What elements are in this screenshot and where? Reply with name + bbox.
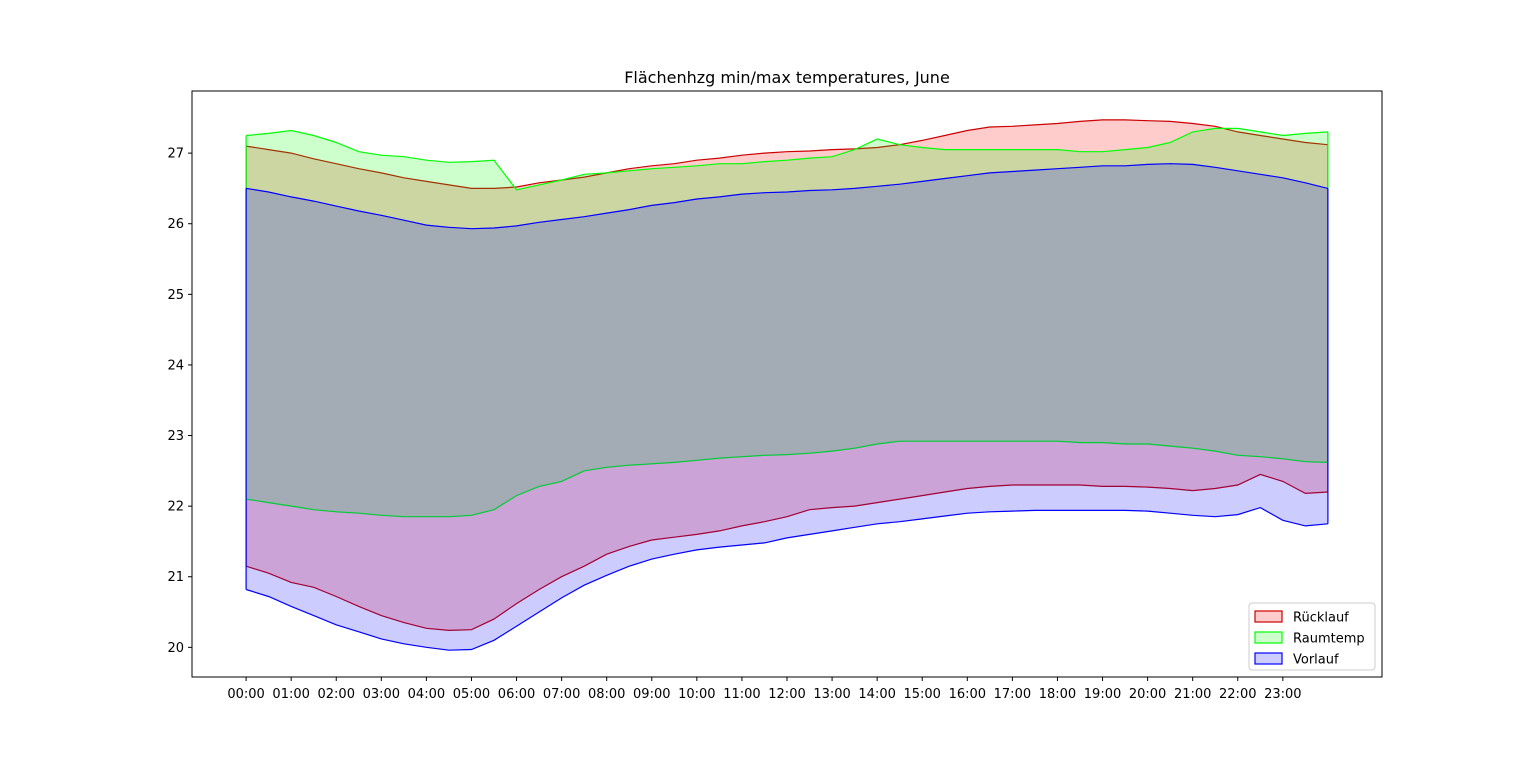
- legend: Rücklauf Raumtemp Vorlauf: [1248, 602, 1376, 671]
- legend-item: Rücklauf: [1254, 610, 1349, 626]
- min-line: [245, 473, 1328, 632]
- y-tick-label: 20: [167, 641, 184, 656]
- x-tick-label: 18:00: [1039, 687, 1076, 702]
- area-fill: [246, 163, 1328, 651]
- x-tick-label: 22:00: [1219, 687, 1256, 702]
- axes: 20 21 22 23 24 25 26 27 00:00 01:00 02:00 03:00 04:0…: [167, 90, 1383, 702]
- series-areas: [245, 119, 1329, 651]
- x-tick-label: 12:00: [768, 687, 805, 702]
- y-tick-label: 25: [167, 288, 184, 303]
- legend-label: Raumtemp: [1293, 632, 1365, 647]
- x-tick-label: 19:00: [1084, 687, 1121, 702]
- x-tick-label: 13:00: [813, 687, 850, 702]
- x-tick-label: 05:00: [453, 687, 490, 702]
- series-vorlauf: [245, 163, 1329, 651]
- x-tick-label: 01:00: [272, 687, 309, 702]
- y-tick-label: 21: [167, 570, 184, 585]
- y-tick-label: 22: [167, 500, 184, 515]
- legend-swatch: [1254, 631, 1283, 644]
- x-tick-label: 06:00: [498, 687, 535, 702]
- y-tick-label: 24: [167, 358, 184, 373]
- min-line: [245, 506, 1328, 651]
- chart-title: Flächenhzg min/max temperatures, June: [624, 68, 950, 87]
- legend-item: Raumtemp: [1254, 631, 1365, 647]
- legend-label: Vorlauf: [1293, 653, 1339, 668]
- x-tick-label: 11:00: [723, 687, 760, 702]
- x-tick-label: 03:00: [363, 687, 400, 702]
- x-tick-label: 02:00: [318, 687, 355, 702]
- x-tick-label: 17:00: [994, 687, 1031, 702]
- legend-swatch-bg: [1255, 611, 1282, 622]
- y-tick-label: 23: [167, 429, 184, 444]
- x-tick-label: 07:00: [543, 687, 580, 702]
- series-rücklauf: [245, 119, 1329, 632]
- y-tick-label: 27: [167, 147, 184, 162]
- x-tick-label: 20:00: [1129, 687, 1166, 702]
- x-tick-label: 09:00: [633, 687, 670, 702]
- x-tick-label: 00:00: [227, 687, 264, 702]
- max-line: [246, 119, 1328, 189]
- max-line: [246, 127, 1328, 191]
- legend-swatch-bg: [1255, 653, 1282, 664]
- y-tick-label: 26: [167, 217, 184, 232]
- legend-swatch-bg: [1255, 632, 1282, 643]
- legend-label: Rücklauf: [1293, 611, 1349, 626]
- x-tick-label: 14:00: [858, 687, 895, 702]
- x-tick-label: 21:00: [1174, 687, 1211, 702]
- x-tick-label: 16:00: [949, 687, 986, 702]
- x-tick-label: 04:00: [408, 687, 445, 702]
- legend-swatch: [1254, 652, 1283, 665]
- x-tick-label: 08:00: [588, 687, 625, 702]
- legend-swatch: [1254, 610, 1283, 623]
- max-line: [246, 163, 1329, 230]
- legend-item: Vorlauf: [1254, 652, 1339, 668]
- min-line: [246, 440, 1328, 518]
- x-tick-label: 10:00: [678, 687, 715, 702]
- x-tick-label: 23:00: [1264, 687, 1301, 702]
- area-fill: [246, 119, 1328, 631]
- x-tick-label: 15:00: [903, 687, 940, 702]
